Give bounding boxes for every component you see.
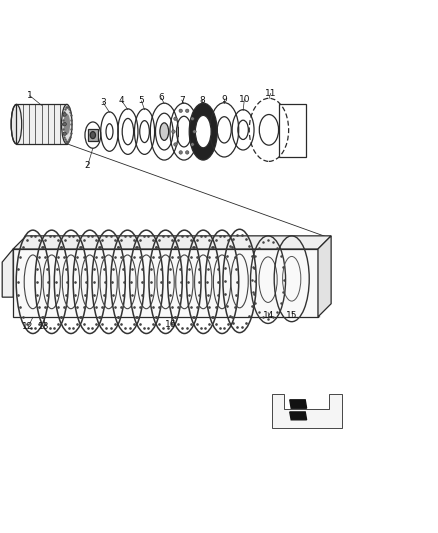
Ellipse shape (160, 123, 169, 140)
Polygon shape (272, 393, 342, 427)
Ellipse shape (189, 103, 217, 160)
Polygon shape (290, 412, 307, 420)
Polygon shape (13, 249, 318, 317)
Ellipse shape (90, 132, 95, 139)
Text: 14: 14 (263, 311, 275, 320)
Circle shape (185, 109, 189, 112)
Ellipse shape (61, 104, 72, 144)
Ellipse shape (11, 104, 22, 144)
Circle shape (185, 151, 189, 154)
Circle shape (179, 151, 183, 154)
Text: 9: 9 (222, 95, 228, 104)
Text: 6: 6 (158, 93, 164, 102)
Polygon shape (290, 400, 307, 408)
Circle shape (63, 113, 66, 116)
Text: 5: 5 (138, 96, 145, 106)
Text: 10: 10 (239, 95, 250, 104)
Circle shape (172, 130, 175, 133)
Circle shape (63, 132, 66, 135)
Polygon shape (88, 129, 98, 141)
Text: 7: 7 (179, 95, 185, 104)
Text: 12: 12 (22, 322, 34, 332)
Polygon shape (2, 249, 13, 297)
Polygon shape (17, 104, 67, 144)
Text: 16: 16 (165, 320, 177, 329)
Circle shape (193, 130, 196, 133)
Text: 3: 3 (100, 98, 106, 107)
Polygon shape (13, 236, 331, 249)
Ellipse shape (64, 114, 69, 134)
Ellipse shape (195, 115, 211, 148)
Text: 11: 11 (265, 89, 276, 98)
Text: 1: 1 (27, 91, 33, 100)
Circle shape (63, 123, 66, 126)
Circle shape (174, 117, 177, 120)
Polygon shape (318, 236, 331, 317)
Text: 4: 4 (119, 96, 124, 106)
Circle shape (191, 143, 194, 146)
Text: 2: 2 (85, 161, 90, 170)
Circle shape (179, 109, 183, 112)
Circle shape (174, 143, 177, 146)
Circle shape (191, 117, 194, 120)
Text: 8: 8 (199, 95, 205, 104)
Text: 15: 15 (286, 311, 297, 320)
Text: 13: 13 (38, 322, 49, 332)
